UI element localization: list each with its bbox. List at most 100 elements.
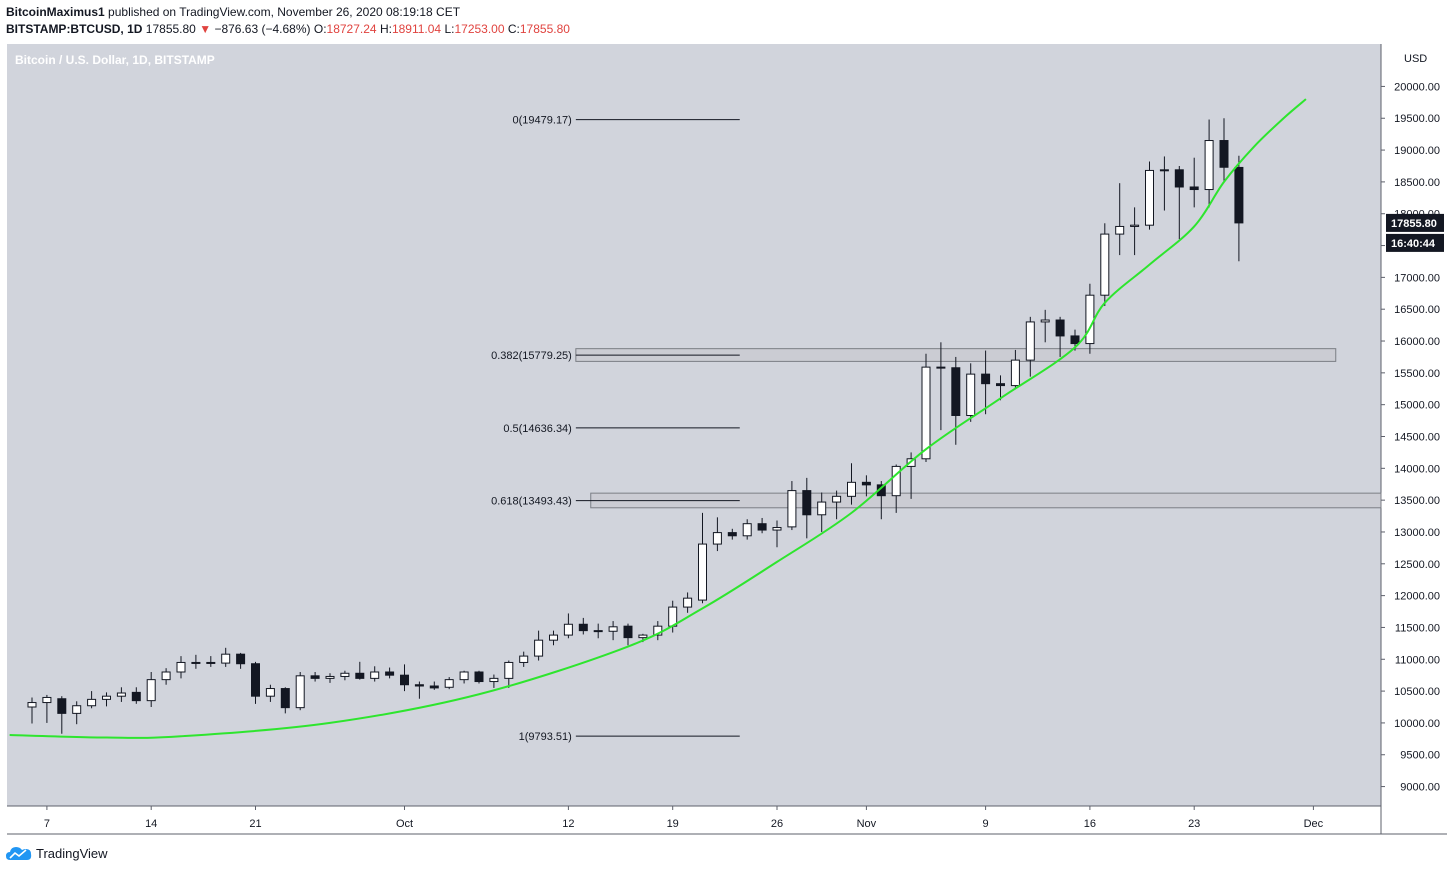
x-tick-label-11: Dec [1304, 818, 1324, 830]
y-tick-label-7: 12500.00 [1394, 559, 1440, 571]
parabolic-curve [9, 98, 1307, 739]
candle-body-54 [832, 495, 842, 503]
candle-body-12 [206, 661, 216, 664]
candle-body-37 [578, 623, 588, 632]
candle-body-76 [1159, 169, 1169, 172]
tradingview-cloud-icon [6, 847, 32, 860]
candle-body-18 [295, 675, 305, 709]
candle-body-40 [623, 625, 633, 639]
candle-body-46 [712, 532, 722, 545]
candle-body-44 [683, 597, 693, 608]
y-tick-label-10: 14000.00 [1394, 463, 1440, 475]
x-tick-label-10: 23 [1188, 818, 1200, 830]
candle-body-4 [87, 698, 97, 707]
brand-label: TradingView [36, 845, 108, 861]
y-tick-label-20: 19000.00 [1394, 145, 1440, 157]
candle-body-45 [698, 543, 707, 601]
candle-body-63 [966, 373, 976, 416]
candle-body-16 [265, 688, 275, 697]
y-tick-label-9: 13500.00 [1394, 495, 1440, 507]
time-axis[interactable] [7, 806, 1381, 834]
down-arrow-icon: ▼ [199, 22, 212, 36]
candle-body-73 [1115, 225, 1125, 235]
published-text: published on TradingView.com, November 2… [108, 5, 461, 19]
candle-body-70 [1070, 335, 1080, 345]
countdown-label-bg [1386, 233, 1444, 252]
x-tick-label-0: 7 [44, 818, 50, 830]
candle-body-22 [355, 672, 365, 679]
candle-body-33 [519, 655, 529, 663]
candle-body-21 [340, 672, 350, 677]
y-tick-label-21: 19500.00 [1394, 113, 1440, 125]
low-value: 17253.00 [454, 22, 505, 36]
y-tick-label-6: 12000.00 [1394, 591, 1440, 603]
candle-body-23 [370, 671, 380, 679]
candlesticks [27, 118, 1244, 734]
candle-body-10 [176, 661, 186, 673]
candle-body-64 [981, 373, 991, 385]
fib-label-3: 0.618(13493.43) [491, 496, 572, 508]
candle-body-81 [1234, 166, 1244, 224]
last-price-label-bg [1386, 213, 1444, 232]
candle-body-17 [280, 688, 290, 709]
time-axis-ticks: 7 14 21 Oct 12 19 26 Nov 9 16 23 Dec [44, 806, 1324, 830]
x-tick-label-7: Nov [857, 818, 877, 830]
candle-body-32 [504, 661, 514, 679]
x-tick-label-3: Oct [396, 818, 413, 830]
candle-body-71 [1085, 294, 1095, 345]
symbol-label: BITSTAMP:BTCUSD, 1D [6, 22, 143, 36]
candle-body-39 [608, 626, 618, 632]
candle-body-36 [563, 623, 573, 636]
y-tick-label-5: 11500.00 [1395, 622, 1440, 634]
author-name[interactable]: BitcoinMaximus1 [6, 5, 105, 19]
candle-body-67 [1025, 321, 1035, 361]
candle-body-55 [847, 481, 856, 497]
last-price-label-text: 17855.80 [1391, 218, 1437, 230]
candle-body-13 [221, 653, 231, 664]
candle-body-74 [1130, 224, 1140, 227]
candle-body-61 [936, 366, 946, 369]
price-axis[interactable] [1381, 44, 1447, 834]
x-tick-label-1: 14 [145, 818, 157, 830]
publisher-line: BitcoinMaximus1 published on TradingView… [6, 5, 460, 19]
fib-label-0: 0(19479.17) [513, 115, 572, 127]
change-value: −876.63 (−4.68%) [214, 22, 311, 36]
candle-body-2 [57, 698, 67, 714]
candle-body-31 [489, 677, 499, 683]
candle-body-24 [385, 671, 395, 676]
candle-body-52 [802, 490, 812, 516]
y-tick-label-8: 13000.00 [1394, 527, 1440, 539]
candle-body-75 [1145, 169, 1154, 226]
candle-body-51 [787, 490, 797, 528]
candle-body-30 [474, 671, 484, 683]
x-tick-label-8: 9 [983, 818, 989, 830]
fib-label-1: 0.382(15779.25) [491, 350, 572, 362]
candle-body-78 [1189, 186, 1199, 191]
chart-title: Bitcoin / U.S. Dollar, 1D, BITSTAMP [15, 53, 215, 67]
candle-body-25 [400, 674, 409, 686]
candle-body-72 [1100, 233, 1110, 296]
open-label: O: [313, 22, 327, 36]
last-price: 17855.80 [145, 22, 196, 36]
fib-label-4: 1(9793.51) [519, 731, 572, 743]
candle-body-60 [921, 366, 931, 460]
candle-body-65 [996, 383, 1005, 387]
candle-body-34 [534, 639, 544, 657]
candle-body-19 [310, 675, 320, 679]
currency-label: USD [1404, 53, 1427, 65]
candle-body-38 [593, 630, 603, 633]
y-tick-label-15: 16500.00 [1394, 304, 1440, 316]
x-tick-label-9: 16 [1084, 818, 1096, 830]
y-tick-label-0: 9000.00 [1400, 782, 1440, 794]
candle-body-41 [638, 634, 648, 639]
candle-body-66 [1010, 359, 1020, 387]
price-chart[interactable]: Bitcoin / U.S. Dollar, 1D, BITSTAMP 0(19… [0, 0, 1454, 840]
y-tick-label-19: 18500.00 [1394, 177, 1440, 189]
y-tick-label-14: 16000.00 [1394, 336, 1440, 348]
x-tick-label-4: 12 [562, 818, 574, 830]
plot-background [7, 44, 1381, 806]
y-tick-label-13: 15500.00 [1394, 368, 1440, 380]
candle-body-27 [429, 685, 439, 689]
candle-body-14 [236, 653, 246, 665]
tradingview-branding[interactable]: TradingView [6, 845, 108, 861]
